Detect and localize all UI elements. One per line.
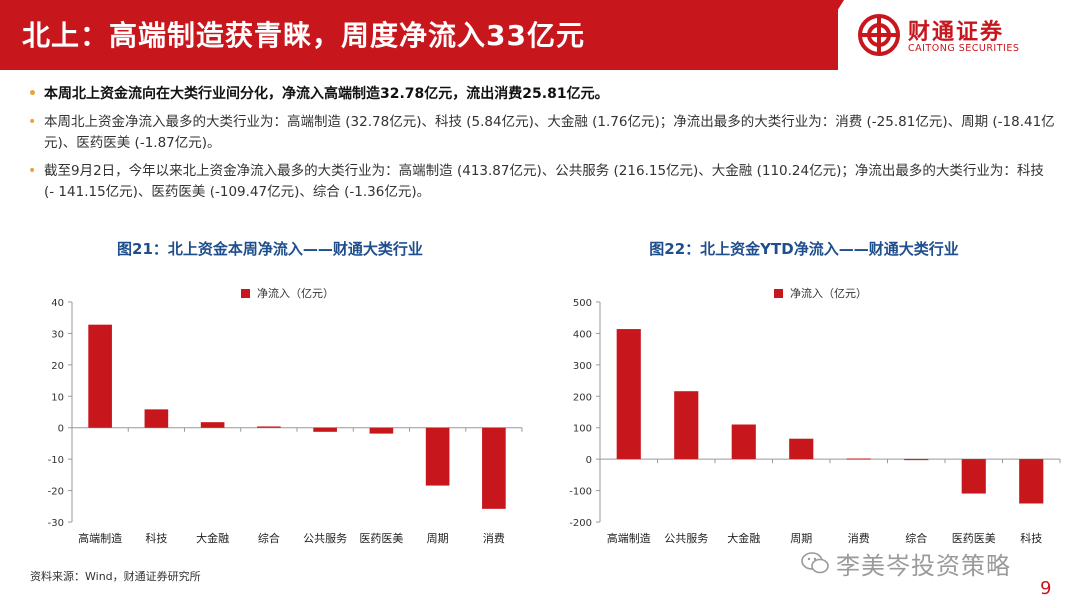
- bar: [144, 409, 169, 428]
- bullet-text: 截至9月2日，今年以来北上资金净流入最多的大类行业为：高端制造 (413.87亿…: [44, 163, 1044, 200]
- watermark-text: 李美岑投资策略: [836, 552, 1011, 580]
- x-tick-label: 公共服务: [664, 532, 708, 545]
- logo-name-cn: 财通证券: [908, 20, 1005, 45]
- x-tick-label: 科技: [145, 531, 167, 545]
- y-tick-label: -10: [48, 455, 64, 466]
- header-bar: 北上：高端制造获青睐，周度净流入33亿元 财通证券 CAITONG SECURI…: [0, 0, 1080, 70]
- y-tick-label: -200: [569, 518, 592, 529]
- bar: [731, 424, 756, 460]
- bar: [674, 391, 699, 460]
- bar: [616, 329, 641, 460]
- summary-bullets: • 本周北上资金流向在大类行业间分化，净流入高端制造32.78亿元，流出消费25…: [28, 84, 1058, 210]
- page-title: 北上：高端制造获青睐，周度净流入33亿元: [22, 19, 585, 52]
- bar: [904, 459, 929, 461]
- y-tick-label: 500: [573, 298, 592, 309]
- header-band: [0, 0, 838, 70]
- chart-ytd-inflow: 净流入（亿元） -200 -100 0 100 200 300 400 500 高端制造 公共服务 大…: [569, 286, 1061, 545]
- caitong-logo-icon: [858, 14, 900, 56]
- y-tick-label: 0: [58, 424, 64, 435]
- x-tick-label: 高端制造: [607, 531, 651, 545]
- bullet-dot-icon: •: [28, 114, 37, 130]
- x-tick-label: 大金融: [727, 531, 760, 545]
- x-tick-label: 消费: [848, 531, 870, 545]
- chart-weekly-inflow: 净流入（亿元） -30 -20 -10 0 10 20 30 40 高端制造 科技 大金融 综合 公共服务…: [48, 286, 523, 545]
- bar: [369, 427, 394, 434]
- x-tick-label: 消费: [483, 531, 505, 545]
- logo-name-en: CAITONG SECURITIES: [908, 43, 1020, 54]
- bar: [425, 427, 450, 486]
- bullet-item: • 本周北上资金净流入最多的大类行业为：高端制造 (32.78亿元)、科技 (5…: [28, 112, 1058, 154]
- company-logo: 财通证券 CAITONG SECURITIES: [858, 10, 1068, 60]
- y-tick-label: 10: [51, 392, 64, 403]
- legend-swatch: [241, 289, 250, 298]
- x-tick-label: 大金融: [196, 531, 229, 545]
- bullet-dot-icon: •: [28, 86, 37, 102]
- bullet-item: • 截至9月2日，今年以来北上资金净流入最多的大类行业为：高端制造 (413.8…: [28, 161, 1058, 203]
- x-tick-label: 公共服务: [303, 532, 347, 545]
- y-tick-label: 200: [573, 392, 592, 403]
- chart-title-weekly: 图21：北上资金本周净流入——财通大类行业: [117, 240, 423, 258]
- bar: [482, 427, 506, 509]
- bar: [313, 427, 337, 432]
- page-number: 9: [1040, 578, 1052, 599]
- bullet-text: 本周北上资金流向在大类行业间分化，净流入高端制造32.78亿元，流出消费25.8…: [44, 86, 609, 102]
- y-tick-label: 30: [51, 329, 64, 340]
- x-tick-label: 综合: [258, 531, 280, 545]
- y-tick-label: -30: [48, 518, 64, 529]
- x-tick-label: 医药医美: [359, 532, 403, 545]
- x-tick-label: 科技: [1020, 531, 1042, 545]
- bullet-text: 本周北上资金净流入最多的大类行业为：高端制造 (32.78亿元)、科技 (5.8…: [44, 114, 1055, 151]
- bar: [961, 459, 986, 494]
- y-tick-label: -20: [48, 487, 64, 498]
- y-tick-label: -100: [569, 487, 592, 498]
- header-slant: [800, 0, 844, 70]
- legend-swatch: [774, 289, 783, 298]
- y-tick-label: 300: [573, 361, 592, 372]
- bar: [88, 324, 112, 428]
- x-tick-label: 高端制造: [78, 531, 122, 545]
- bar: [789, 438, 814, 460]
- x-tick-label: 医药医美: [952, 532, 996, 545]
- y-tick-label: 400: [573, 329, 592, 340]
- source-note: 资料来源：Wind，财通证券研究所: [30, 570, 201, 583]
- legend-label: 净流入（亿元）: [257, 286, 334, 300]
- bar: [1019, 459, 1044, 504]
- x-tick-label: 周期: [790, 532, 812, 545]
- y-tick-label: 0: [586, 455, 592, 466]
- chart-title-ytd: 图22：北上资金YTD净流入——财通大类行业: [649, 240, 959, 258]
- legend-label: 净流入（亿元）: [790, 286, 867, 300]
- y-tick-label: 100: [573, 424, 592, 435]
- x-tick-label: 周期: [427, 532, 449, 545]
- bullet-item: • 本周北上资金流向在大类行业间分化，净流入高端制造32.78亿元，流出消费25…: [28, 84, 1058, 105]
- x-tick-label: 综合: [905, 531, 927, 545]
- watermark: 李美岑投资策略: [800, 546, 1060, 582]
- bar: [200, 422, 225, 428]
- bar: [257, 426, 281, 428]
- y-tick-label: 40: [51, 298, 64, 309]
- bullet-dot-icon: •: [28, 163, 37, 179]
- bar: [846, 458, 871, 460]
- wechat-icon: [801, 552, 829, 574]
- y-tick-label: 20: [51, 361, 64, 372]
